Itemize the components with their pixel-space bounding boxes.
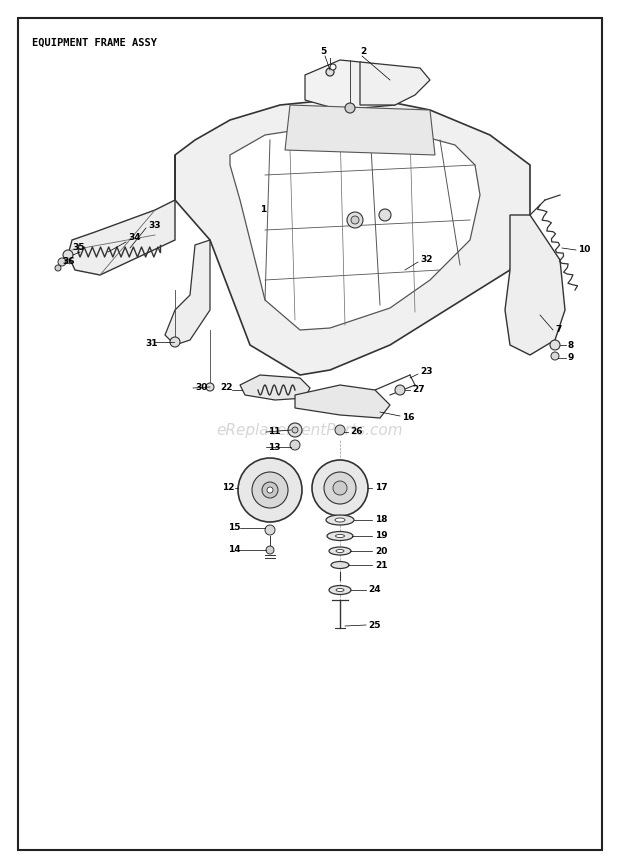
Text: 16: 16 [402, 413, 415, 423]
Circle shape [292, 427, 298, 433]
Text: 34: 34 [128, 233, 141, 242]
Text: 33: 33 [148, 220, 161, 229]
Circle shape [351, 216, 359, 224]
Text: 12: 12 [222, 483, 234, 492]
Circle shape [55, 265, 61, 271]
Text: EQUIPMENT FRAME ASSY: EQUIPMENT FRAME ASSY [32, 38, 157, 48]
Circle shape [345, 103, 355, 113]
Polygon shape [165, 240, 210, 345]
Text: 35: 35 [72, 244, 84, 253]
Text: 13: 13 [268, 443, 280, 451]
Circle shape [238, 458, 302, 522]
Ellipse shape [336, 549, 344, 553]
Text: 7: 7 [555, 326, 561, 334]
Circle shape [265, 525, 275, 535]
Polygon shape [240, 375, 310, 400]
Text: 30: 30 [195, 384, 207, 392]
Circle shape [252, 472, 288, 508]
Circle shape [326, 68, 334, 76]
Circle shape [335, 425, 345, 435]
Ellipse shape [329, 547, 351, 555]
Circle shape [290, 440, 300, 450]
Circle shape [288, 423, 302, 437]
Ellipse shape [336, 589, 344, 591]
Text: 24: 24 [368, 586, 381, 595]
Text: 20: 20 [375, 547, 388, 556]
Text: 36: 36 [62, 258, 74, 266]
Text: 2: 2 [360, 48, 366, 56]
Polygon shape [505, 215, 565, 355]
Circle shape [312, 460, 368, 516]
Text: 32: 32 [420, 255, 433, 265]
Text: 15: 15 [228, 523, 241, 532]
Circle shape [267, 487, 273, 493]
Text: 25: 25 [368, 621, 381, 629]
Text: 5: 5 [320, 48, 326, 56]
Circle shape [63, 250, 73, 260]
Ellipse shape [335, 518, 345, 522]
Circle shape [266, 546, 274, 554]
Text: 27: 27 [412, 385, 425, 394]
Text: 8: 8 [568, 340, 574, 350]
Text: 17: 17 [375, 483, 388, 492]
Ellipse shape [331, 562, 349, 569]
Polygon shape [285, 105, 435, 155]
Text: 19: 19 [375, 531, 388, 541]
Text: 23: 23 [420, 367, 433, 377]
Circle shape [330, 64, 336, 70]
Polygon shape [295, 385, 390, 418]
Text: 1: 1 [260, 206, 266, 214]
Polygon shape [68, 155, 175, 275]
Circle shape [206, 383, 214, 391]
Text: 10: 10 [578, 246, 590, 254]
Polygon shape [305, 60, 400, 110]
Polygon shape [175, 100, 530, 375]
Text: 31: 31 [145, 339, 157, 347]
Text: 14: 14 [228, 545, 241, 555]
Circle shape [551, 352, 559, 360]
Text: 11: 11 [268, 428, 280, 437]
Ellipse shape [327, 531, 353, 541]
Ellipse shape [335, 535, 345, 537]
Circle shape [333, 481, 347, 495]
Circle shape [170, 337, 180, 347]
Polygon shape [360, 62, 430, 105]
Text: 22: 22 [220, 384, 232, 392]
Text: 9: 9 [568, 353, 574, 363]
Ellipse shape [329, 586, 351, 595]
Text: 18: 18 [375, 516, 388, 524]
Circle shape [395, 385, 405, 395]
Circle shape [550, 340, 560, 350]
Text: eReplacementParts.com: eReplacementParts.com [216, 423, 404, 437]
Text: 26: 26 [350, 428, 363, 437]
Circle shape [58, 258, 66, 266]
Circle shape [347, 212, 363, 228]
Circle shape [324, 472, 356, 504]
Polygon shape [230, 125, 480, 330]
Circle shape [379, 209, 391, 221]
Text: 21: 21 [375, 561, 388, 569]
Ellipse shape [326, 515, 354, 525]
Circle shape [262, 482, 278, 498]
